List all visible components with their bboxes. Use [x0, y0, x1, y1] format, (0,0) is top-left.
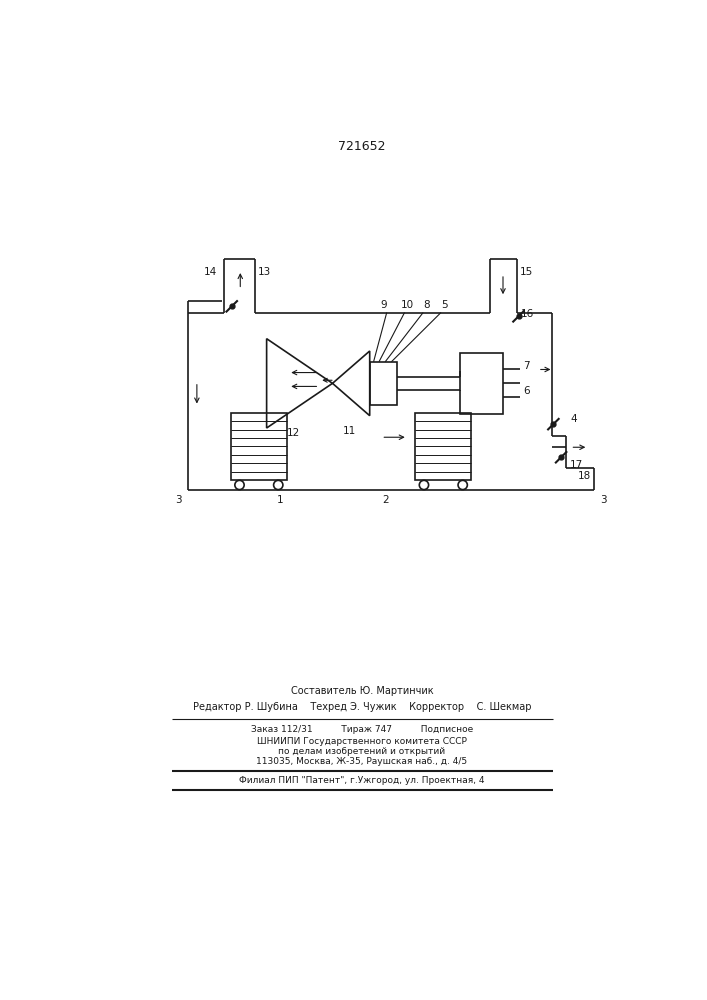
Text: ШНИИПИ Государственного комитета СССР: ШНИИПИ Государственного комитета СССР — [257, 737, 467, 746]
Text: 14: 14 — [204, 267, 216, 277]
Text: 113035, Москва, Ж-35, Раушская наб., д. 4/5: 113035, Москва, Ж-35, Раушская наб., д. … — [257, 757, 467, 766]
Text: 16: 16 — [521, 309, 534, 319]
Text: Составитель Ю. Мартинчик: Составитель Ю. Мартинчик — [291, 686, 433, 696]
Text: 6: 6 — [523, 386, 530, 396]
Text: 3: 3 — [175, 495, 182, 505]
Text: 13: 13 — [257, 267, 271, 277]
Bar — [460, 353, 503, 414]
Text: 12: 12 — [287, 428, 300, 438]
Text: Филиал ПИП "Патент", г.Ужгород, ул. Проектная, 4: Филиал ПИП "Патент", г.Ужгород, ул. Прое… — [239, 776, 485, 785]
Text: 17: 17 — [570, 460, 583, 470]
Text: 18: 18 — [578, 471, 591, 481]
Text: 9: 9 — [380, 300, 387, 310]
Bar — [416, 413, 472, 480]
Text: 10: 10 — [400, 300, 414, 310]
Text: 15: 15 — [520, 267, 533, 277]
Text: 5: 5 — [440, 300, 448, 310]
Text: 11: 11 — [343, 426, 356, 436]
Text: 1: 1 — [277, 495, 284, 505]
Text: 8: 8 — [423, 300, 430, 310]
Bar — [231, 413, 287, 480]
Bar — [370, 362, 397, 405]
Text: 7: 7 — [523, 361, 530, 371]
Text: Заказ 112/31          Тираж 747          Подписное: Заказ 112/31 Тираж 747 Подписное — [251, 725, 473, 734]
Text: 2: 2 — [382, 495, 389, 505]
Text: по делам изобретений и открытий: по делам изобретений и открытий — [279, 747, 445, 756]
Text: 4: 4 — [571, 414, 577, 424]
Text: Редактор Р. Шубина    Техред Э. Чужик    Корректор    С. Шекмар: Редактор Р. Шубина Техред Э. Чужик Корре… — [193, 702, 531, 712]
Text: 3: 3 — [600, 495, 607, 505]
Text: 721652: 721652 — [338, 140, 386, 153]
